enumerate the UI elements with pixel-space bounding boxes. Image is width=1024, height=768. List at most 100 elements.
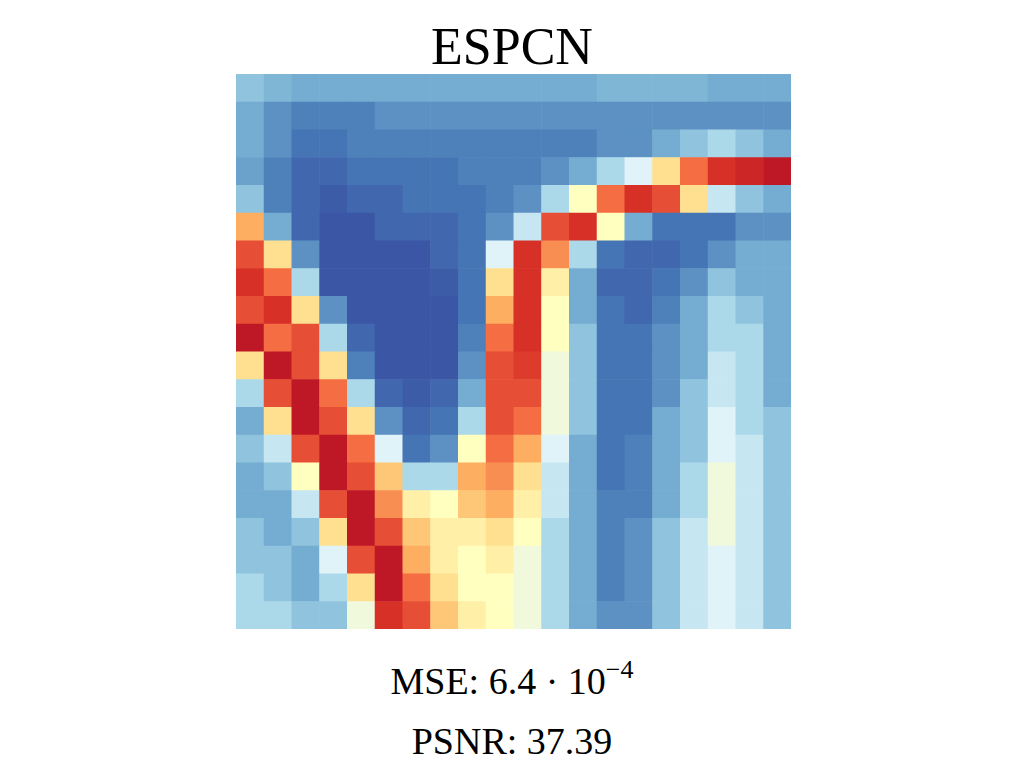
cell <box>486 241 514 269</box>
cell <box>236 352 264 380</box>
cell <box>708 157 736 185</box>
cell <box>736 268 764 296</box>
cell <box>569 185 597 213</box>
cell <box>514 296 542 324</box>
cell <box>680 435 708 463</box>
cell <box>763 241 791 269</box>
cell <box>541 435 569 463</box>
cell <box>486 601 514 629</box>
cell <box>403 241 431 269</box>
cell <box>736 130 764 158</box>
cell <box>736 157 764 185</box>
cell <box>264 379 292 407</box>
cell <box>514 130 542 158</box>
cell <box>569 268 597 296</box>
cell <box>347 185 375 213</box>
cell <box>264 157 292 185</box>
cell <box>403 102 431 130</box>
cell <box>319 435 347 463</box>
cell <box>680 546 708 574</box>
cell <box>708 463 736 491</box>
cell <box>292 490 320 518</box>
cell <box>625 379 653 407</box>
cell <box>541 463 569 491</box>
cell <box>236 185 264 213</box>
cell <box>292 157 320 185</box>
cell <box>652 518 680 546</box>
annotation: MSE: 6.4 · 10−4 <box>390 655 633 702</box>
cell <box>292 296 320 324</box>
cell <box>292 574 320 602</box>
cell <box>430 601 458 629</box>
cell <box>319 130 347 158</box>
cell <box>319 268 347 296</box>
cell <box>319 324 347 352</box>
cell <box>430 574 458 602</box>
cell <box>763 379 791 407</box>
cell <box>652 185 680 213</box>
cell <box>708 102 736 130</box>
cell <box>486 546 514 574</box>
cell <box>347 518 375 546</box>
cell <box>652 379 680 407</box>
cell <box>652 241 680 269</box>
cell <box>541 102 569 130</box>
cell <box>597 185 625 213</box>
cell <box>430 463 458 491</box>
cell <box>597 463 625 491</box>
cell <box>763 185 791 213</box>
cell <box>569 518 597 546</box>
cell <box>736 601 764 629</box>
cell <box>458 185 486 213</box>
cell <box>708 74 736 102</box>
cell <box>486 518 514 546</box>
cell <box>264 102 292 130</box>
cell <box>430 490 458 518</box>
cell <box>264 213 292 241</box>
cell <box>264 324 292 352</box>
cell <box>680 213 708 241</box>
annotation: PSNR: 37.39 <box>412 720 613 762</box>
cell <box>236 157 264 185</box>
cell <box>347 463 375 491</box>
cell <box>569 463 597 491</box>
cell <box>403 74 431 102</box>
cell <box>347 241 375 269</box>
cell <box>541 157 569 185</box>
cell <box>763 324 791 352</box>
cell <box>736 102 764 130</box>
cell <box>708 352 736 380</box>
cell <box>458 435 486 463</box>
cell <box>319 157 347 185</box>
cell <box>597 435 625 463</box>
annotation-text: PSNR: 37.39 <box>412 720 613 762</box>
cell <box>763 268 791 296</box>
cell <box>292 352 320 380</box>
cell <box>597 352 625 380</box>
cell <box>514 185 542 213</box>
cell <box>486 324 514 352</box>
cell <box>347 574 375 602</box>
cell <box>763 74 791 102</box>
cell <box>569 546 597 574</box>
cell <box>763 213 791 241</box>
cell <box>375 102 403 130</box>
cell <box>541 241 569 269</box>
cell <box>486 74 514 102</box>
cell <box>569 157 597 185</box>
cell <box>319 102 347 130</box>
cell <box>319 213 347 241</box>
cell <box>763 463 791 491</box>
cell <box>458 324 486 352</box>
cell <box>541 324 569 352</box>
cell <box>652 130 680 158</box>
cell <box>264 490 292 518</box>
cell <box>458 463 486 491</box>
cell <box>625 296 653 324</box>
cell <box>486 268 514 296</box>
cell <box>347 324 375 352</box>
cell <box>652 463 680 491</box>
cell <box>403 213 431 241</box>
cell <box>319 490 347 518</box>
cell <box>597 213 625 241</box>
